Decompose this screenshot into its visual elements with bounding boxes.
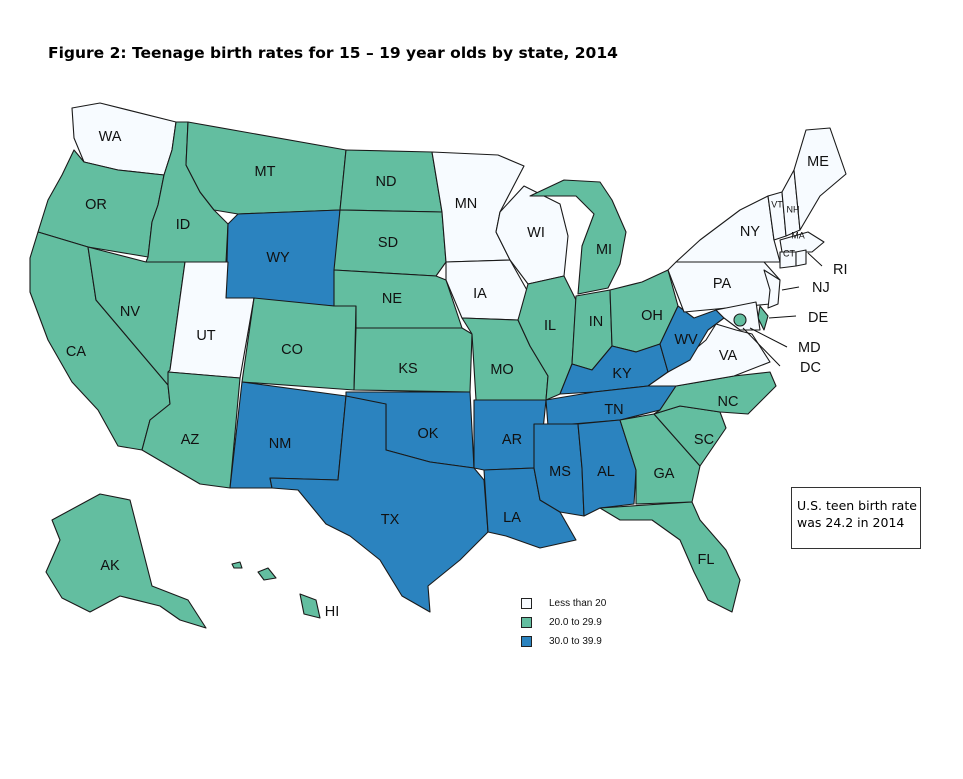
state-va <box>647 323 771 387</box>
state-label-hi: HI <box>325 604 340 620</box>
state-label-me: ME <box>807 154 829 170</box>
state-label-mt: MT <box>255 164 276 180</box>
legend-swatch-low <box>521 598 532 609</box>
leader-dc <box>742 327 781 367</box>
state-label-oh: OH <box>641 308 663 324</box>
state-label-ri: RI <box>833 262 848 278</box>
state-label-va: VA <box>719 348 738 364</box>
state-label-or: OR <box>85 197 107 213</box>
state-label-az: AZ <box>181 432 200 448</box>
state-label-ak: AK <box>100 558 120 574</box>
state-label-ma: MA <box>791 230 805 240</box>
state-label-la: LA <box>503 510 521 526</box>
state-label-tx: TX <box>381 512 400 528</box>
state-mi <box>529 179 627 295</box>
state-dc <box>733 313 747 327</box>
leader-de <box>768 315 797 319</box>
state-label-ny: NY <box>740 224 760 240</box>
state-label-tn: TN <box>604 402 623 418</box>
state-label-al: AL <box>597 464 615 480</box>
state-label-ms: MS <box>549 464 571 480</box>
legend-label: Less than 20 <box>549 598 607 609</box>
legend-swatch-mid <box>521 617 532 628</box>
state-hi <box>231 561 321 619</box>
state-fl <box>599 501 741 613</box>
legend-item: 30.0 to 39.9 <box>521 632 606 651</box>
state-label-ut: UT <box>196 328 215 344</box>
state-label-ne: NE <box>382 291 402 307</box>
note-line-1: U.S. teen birth rate <box>797 498 917 513</box>
note-line-2: was 24.2 in 2014 <box>797 515 905 530</box>
legend-label: 20.0 to 29.9 <box>549 617 602 628</box>
state-label-vt: VT <box>771 199 783 209</box>
state-label-in: IN <box>589 314 604 330</box>
state-label-nm: NM <box>269 436 292 452</box>
state-wi <box>495 185 569 285</box>
legend-swatch-high <box>521 636 532 647</box>
state-label-ga: GA <box>654 466 675 482</box>
state-label-sc: SC <box>694 432 714 448</box>
state-label-dc: DC <box>800 360 821 376</box>
state-ny <box>675 195 781 263</box>
state-label-nh: NH <box>787 204 800 214</box>
state-label-id: ID <box>176 217 191 233</box>
state-label-ky: KY <box>612 366 632 382</box>
state-label-pa: PA <box>713 276 732 292</box>
legend-item: Less than 20 <box>521 594 606 613</box>
state-label-nd: ND <box>376 174 397 190</box>
state-label-sd: SD <box>378 235 398 251</box>
legend-item: 20.0 to 29.9 <box>521 613 606 632</box>
figure-title: Figure 2: Teenage birth rates for 15 – 1… <box>48 44 618 62</box>
state-ut <box>167 261 255 379</box>
state-il <box>517 275 577 401</box>
state-ks <box>353 327 473 393</box>
leader-md <box>749 327 788 348</box>
state-label-wv: WV <box>674 332 698 348</box>
state-label-ca: CA <box>66 344 86 360</box>
state-label-nc: NC <box>718 394 739 410</box>
state-me <box>793 127 847 231</box>
state-nj <box>763 269 781 309</box>
state-ak <box>45 493 207 629</box>
state-label-wi: WI <box>527 225 545 241</box>
state-label-ia: IA <box>473 286 487 302</box>
legend-label: 30.0 to 39.9 <box>549 636 602 647</box>
state-label-ks: KS <box>398 361 417 377</box>
leader-ri <box>807 252 823 267</box>
state-label-wy: WY <box>266 250 290 266</box>
state-ma <box>779 231 825 253</box>
state-label-wa: WA <box>99 129 122 145</box>
legend: Less than 20 20.0 to 29.9 30.0 to 39.9 <box>521 594 606 651</box>
state-label-de: DE <box>808 310 828 326</box>
state-label-il: IL <box>544 318 556 334</box>
state-label-mi: MI <box>596 242 612 258</box>
leader-nj <box>781 286 800 291</box>
state-label-ok: OK <box>418 426 439 442</box>
state-label-mo: MO <box>490 362 513 378</box>
state-label-nv: NV <box>120 304 140 320</box>
state-label-nj: NJ <box>812 280 830 296</box>
state-label-ct: CT <box>783 248 795 258</box>
state-label-co: CO <box>281 342 303 358</box>
state-label-md: MD <box>798 340 821 356</box>
state-label-mn: MN <box>455 196 478 212</box>
us-rate-note: U.S. teen birth rate was 24.2 in 2014 <box>791 487 921 549</box>
state-de <box>757 305 769 331</box>
state-ia <box>445 259 529 321</box>
state-sd <box>333 209 447 277</box>
state-label-fl: FL <box>698 552 715 568</box>
state-label-ar: AR <box>502 432 522 448</box>
state-az <box>141 371 241 489</box>
state-ri <box>795 249 807 267</box>
